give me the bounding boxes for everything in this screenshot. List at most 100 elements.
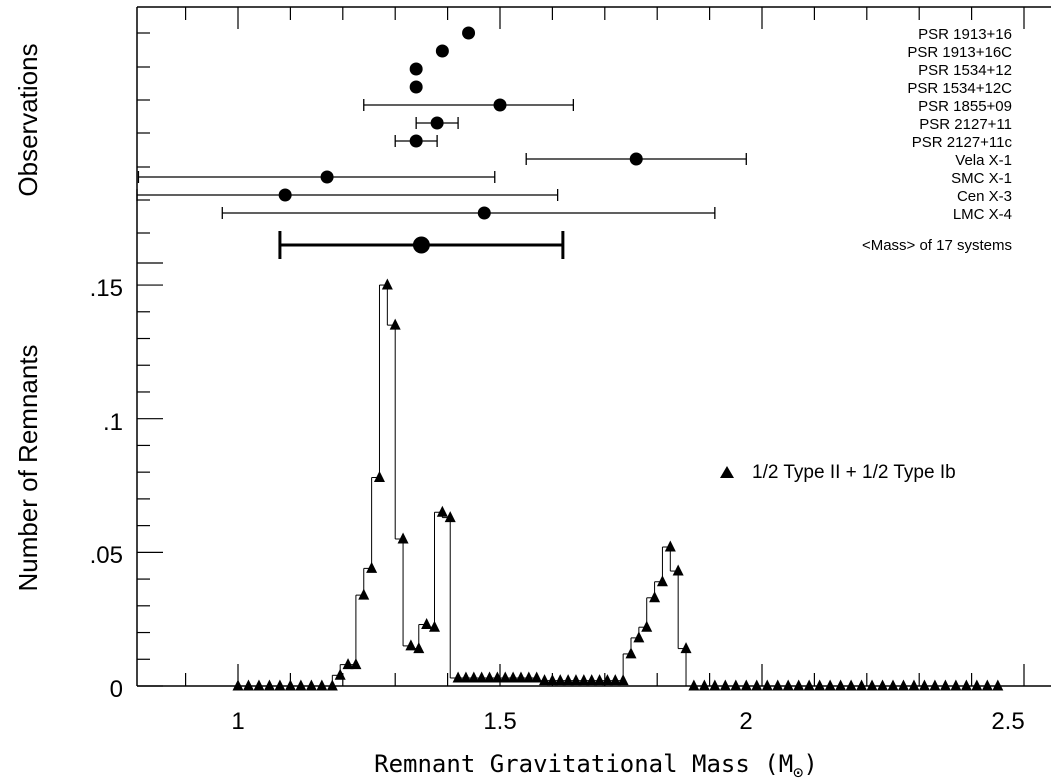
data-point-triangle <box>929 679 941 691</box>
y-axis-ticks <box>137 284 163 687</box>
data-point-triangle <box>617 674 629 686</box>
data-point-triangle <box>845 679 857 691</box>
data-point-triangle <box>284 679 296 691</box>
observation-label: LMC X-4 <box>953 206 1012 223</box>
data-point-triangle <box>887 679 899 691</box>
data-point-triangle <box>688 679 700 691</box>
data-point-triangle <box>350 658 362 670</box>
y-axis-label: Number of Remnants <box>13 344 43 591</box>
observation-label: PSR 1913+16 <box>918 26 1012 43</box>
data-point-triangle <box>570 674 582 686</box>
data-point-triangle <box>594 674 606 686</box>
data-point-triangle <box>389 318 401 330</box>
data-point-triangle <box>793 679 805 691</box>
data-point-triangle <box>523 671 535 683</box>
x-tick-label: 1.5 <box>483 708 516 735</box>
data-point-triangle <box>918 679 930 691</box>
histogram-markers <box>232 278 1004 691</box>
data-point-triangle <box>358 588 370 600</box>
x-axis-label: Remnant Gravitational Mass (M⊙) <box>374 750 818 782</box>
data-point-triangle <box>381 278 393 290</box>
data-point-triangle <box>814 679 826 691</box>
data-point-triangle <box>476 671 488 683</box>
data-point-triangle <box>305 679 317 691</box>
data-point-triangle <box>866 679 878 691</box>
data-point-triangle <box>939 679 951 691</box>
data-point-triangle <box>609 674 621 686</box>
observation-label: PSR 2127+11c <box>912 134 1013 151</box>
data-point-triangle <box>992 679 1004 691</box>
data-point-triangle <box>649 591 661 603</box>
data-point-triangle <box>429 620 440 632</box>
data-point-triangle <box>633 631 645 643</box>
observation-label: PSR 1534+12C <box>907 80 1012 97</box>
observation-point <box>477 206 491 220</box>
data-point-triangle <box>421 618 433 630</box>
legend-triangle-marker <box>720 466 734 478</box>
data-point-triangle <box>436 505 448 517</box>
data-point-triangle <box>672 564 684 576</box>
data-point-triangle <box>751 679 763 691</box>
observation-point <box>409 62 423 76</box>
observation-point <box>278 188 292 202</box>
data-point-triangle <box>625 647 637 659</box>
mean-point <box>412 236 430 254</box>
data-point-triangle <box>232 679 244 691</box>
data-point-triangle <box>326 679 338 691</box>
data-point-triangle <box>444 511 456 523</box>
data-point-triangle <box>586 674 598 686</box>
data-point-triangle <box>824 679 836 691</box>
legend: 1/2 Type II + 1/2 Type Ib <box>720 462 956 483</box>
y-tick-label: .15 <box>90 275 123 302</box>
observation-point <box>409 80 423 94</box>
data-point-triangle <box>499 671 511 683</box>
observations-axis-label: Observations <box>13 43 43 196</box>
data-point-triangle <box>950 679 962 691</box>
data-point-triangle <box>366 561 378 573</box>
observation-label: Cen X-3 <box>957 188 1012 205</box>
observation-label: PSR 1913+16C <box>907 44 1012 61</box>
data-point-triangle <box>295 679 307 691</box>
data-point-triangle <box>274 679 286 691</box>
y-tick-label: .1 <box>103 409 123 436</box>
data-point-triangle <box>803 679 815 691</box>
data-point-triangle <box>531 671 543 683</box>
data-point-triangle <box>664 540 676 552</box>
data-point-triangle <box>546 674 558 686</box>
data-point-triangle <box>740 679 752 691</box>
data-point-triangle <box>730 679 742 691</box>
observation-point <box>629 152 643 166</box>
data-point-triangle <box>897 679 909 691</box>
data-point-triangle <box>484 671 496 683</box>
y-tick-label: 0 <box>110 676 123 703</box>
observation-point <box>493 98 507 112</box>
data-point-triangle <box>761 679 773 691</box>
mean-label: <Mass> of 17 systems <box>862 237 1012 254</box>
histogram-stems <box>238 284 998 687</box>
x-axis-ticks <box>185 7 1025 686</box>
data-point-triangle <box>772 679 784 691</box>
data-point-triangle <box>507 671 519 683</box>
data-point-triangle <box>562 674 574 686</box>
data-point-triangle <box>981 679 993 691</box>
data-point-triangle <box>413 642 425 654</box>
data-point-triangle <box>253 679 265 691</box>
data-point-triangle <box>242 679 254 691</box>
data-point-triangle <box>515 671 527 683</box>
data-point-triangle <box>468 671 480 683</box>
data-point-triangle <box>554 674 566 686</box>
data-point-triangle <box>460 671 472 683</box>
observation-point <box>435 44 449 58</box>
observation-label: SMC X-1 <box>951 170 1012 187</box>
upper-panel-ticks <box>137 32 163 264</box>
data-point-triangle <box>719 679 731 691</box>
data-point-triangle <box>782 679 794 691</box>
data-point-triangle <box>397 532 409 544</box>
data-point-triangle <box>452 671 464 683</box>
x-tick-label: 1 <box>231 708 244 735</box>
data-point-triangle <box>641 620 653 632</box>
x-tick-label: 2.5 <box>991 708 1024 735</box>
data-point-triangle <box>342 658 354 670</box>
observation-point <box>320 170 334 184</box>
